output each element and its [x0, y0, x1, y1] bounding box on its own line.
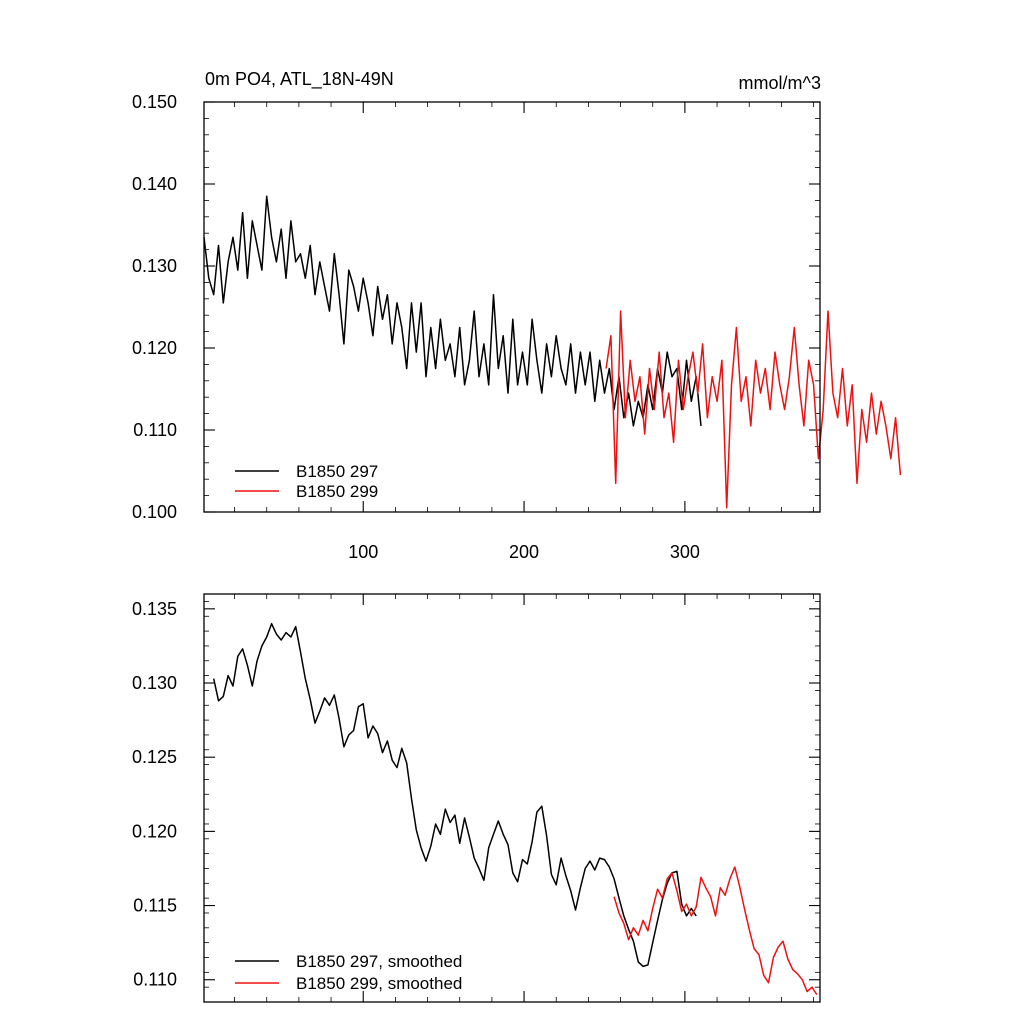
x-tick-label: 300: [670, 542, 700, 562]
legend: B1850 297 B1850 299: [235, 462, 378, 501]
chart-title: 0m PO4, ATL_18N-49N: [205, 69, 394, 90]
y-tick-label: 0.115: [133, 896, 177, 916]
y-tick-label: 0.110: [133, 420, 177, 440]
chart-panel-top: 0m PO4, ATL_18N-49N mmol/m^3 0.1000.1100…: [132, 69, 902, 562]
y-tick-label: 0.110: [133, 970, 177, 990]
plot-frame: [203, 101, 821, 513]
y-tick-label: 0.130: [132, 256, 177, 276]
y-tick-label: 0.125: [132, 747, 177, 767]
legend: B1850 297, smoothed B1850 299, smoothed: [235, 952, 462, 993]
tick-labels: 0.110 0.115 0.120 0.125 0.130 0.135: [132, 599, 177, 990]
legend-label: B1850 297, smoothed: [296, 952, 462, 971]
tick-marks: [204, 101, 820, 513]
plot-frame: [203, 593, 821, 1003]
tick-marks: [204, 594, 820, 1003]
legend-label: B1850 297: [296, 462, 378, 481]
chart-panel-bottom: 0.110 0.115 0.120 0.125 0.130 0.135 B1850 297…: [132, 593, 821, 1003]
series-group: [212, 622, 818, 996]
y-tick-label: 0.150: [132, 92, 177, 112]
legend-label: B1850 299: [296, 482, 378, 501]
chart-units: mmol/m^3: [739, 73, 821, 93]
series-line-1: [212, 622, 697, 968]
y-tick-label: 0.120: [132, 821, 177, 841]
y-tick-label: 0.135: [132, 599, 177, 619]
y-tick-label: 0.130: [132, 673, 177, 693]
y-tick-label: 0.120: [132, 338, 177, 358]
y-tick-label: 0.140: [132, 174, 177, 194]
series-line-1: [203, 195, 702, 427]
y-tick-label: 0.100: [132, 502, 177, 522]
legend-label: B1850 299, smoothed: [296, 974, 462, 993]
tick-labels: 0.100 0.110 0.120 0.130 0.140 0.150 100 200 300: [132, 92, 700, 562]
series-line-2: [613, 866, 818, 996]
x-tick-label: 200: [509, 542, 539, 562]
series-line-2: [605, 310, 902, 509]
series-group: [203, 195, 902, 509]
x-tick-label: 100: [348, 542, 378, 562]
